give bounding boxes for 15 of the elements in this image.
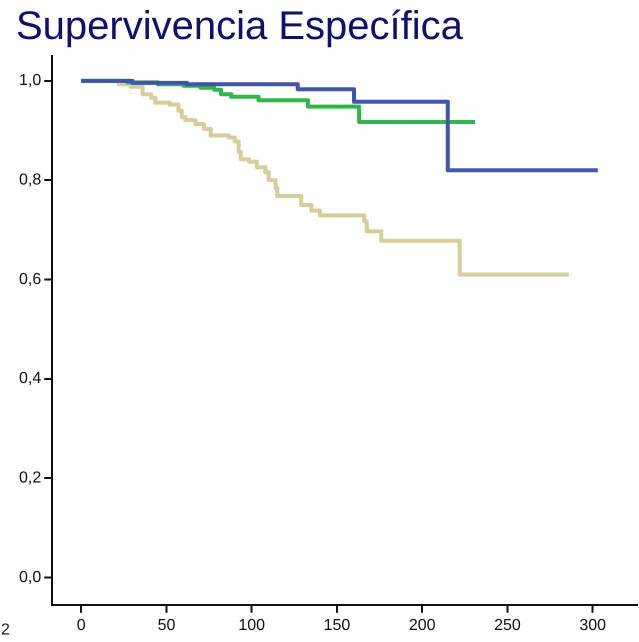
- x-tick-label: 300: [579, 616, 606, 634]
- x-tick-label: 100: [238, 616, 266, 634]
- y-tick-label: 0,8: [18, 172, 42, 189]
- y-tick-label: 1,0: [18, 72, 42, 90]
- x-tick-label: 50: [158, 616, 176, 634]
- text: 2: [1, 621, 10, 638]
- y-tick-label: 0,4: [18, 370, 42, 388]
- y-tick-label: 0,6: [18, 270, 42, 288]
- x-tick-label: 0: [76, 616, 86, 634]
- x-tick-label: 150: [324, 616, 350, 634]
- y-tick-label: 0,2: [18, 470, 42, 487]
- y-tick-label: 0,0: [18, 568, 42, 586]
- x-tick-label: 200: [408, 616, 436, 634]
- chart-title: Supervivencia Específica: [16, 4, 464, 48]
- x-tick-label: 250: [494, 616, 521, 634]
